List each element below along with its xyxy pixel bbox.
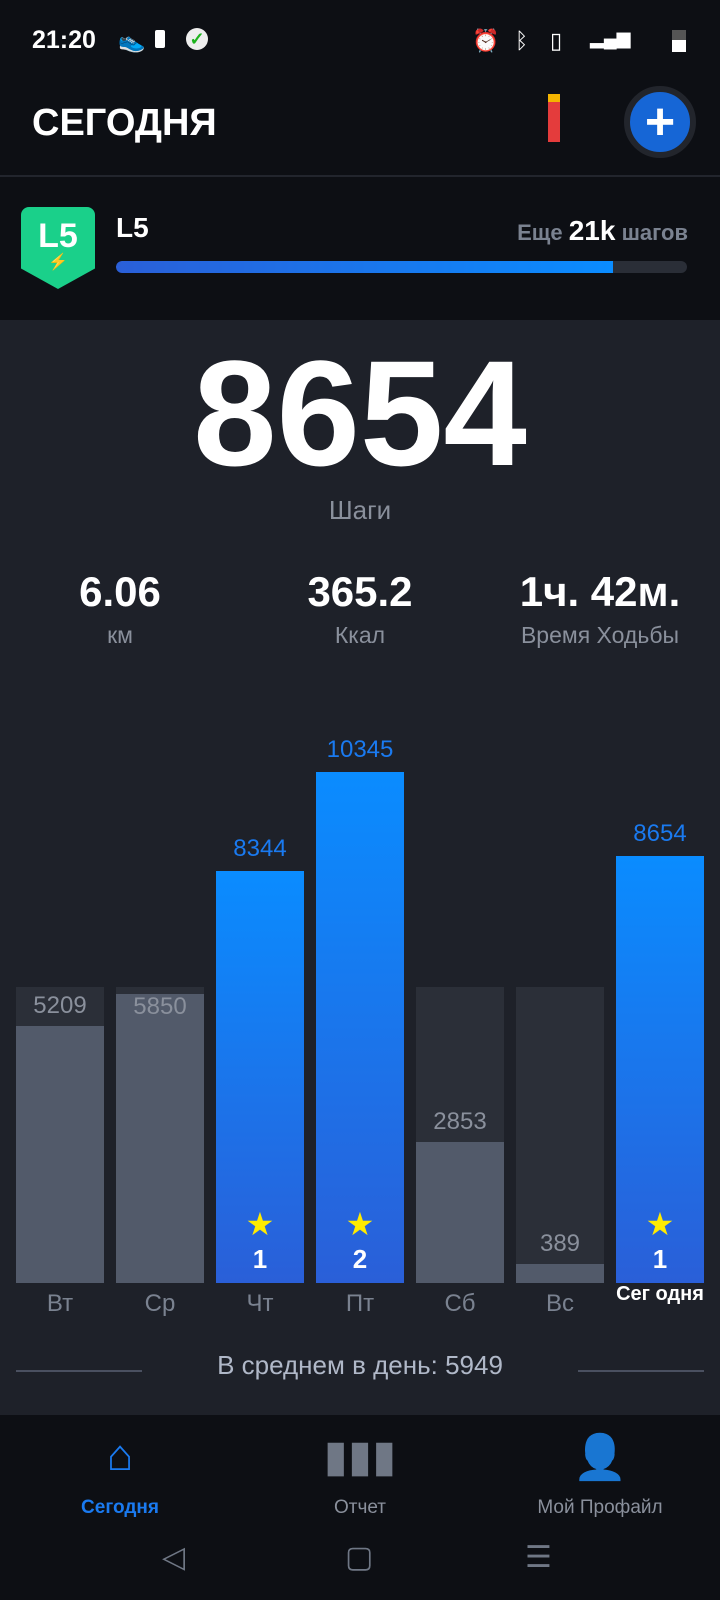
day-label: Вт [46,1290,74,1317]
badge-text: L5 [38,217,78,255]
divider-right [578,1370,704,1372]
bar-fill [16,1025,104,1283]
bar-5[interactable]: 389 [516,942,604,1283]
check-icon: ✓ [186,28,208,50]
stat-label: км [107,622,133,648]
bar-fill [116,994,204,1283]
bar-value-label: 8654 [633,819,687,847]
bottom-nav: ⌂ Сегодня ▮▮▮ Отчет 👤 Мой Профайл ◁ ▢ ☰ [0,1415,720,1600]
stat-distance: 6.06 км [0,568,240,649]
page-title: СЕГОДНЯ [32,102,217,144]
remaining-suffix: шагов [621,220,688,245]
star-icon: ★ [245,1206,275,1242]
level-badge-icon: L5 ⚡ [21,207,95,289]
bar-2[interactable]: 8344 ★ 1 [216,826,304,1283]
home-square-icon[interactable]: ▢ [345,1541,374,1574]
bar-value-label: 5850 [133,992,187,1020]
stat-value: 6.06 [79,568,161,615]
steps-notification-icon: 👟 [118,28,146,53]
bar-value-label: 2853 [433,1108,487,1136]
tab-profile[interactable]: 👤 Мой Профайл [480,1431,720,1519]
level-progress-bar [116,261,687,273]
steps-count: 8654 [193,329,527,497]
add-button[interactable]: + [624,86,696,158]
level-section[interactable]: L5 ⚡ L5 Еще 21k шагов [0,177,720,320]
tab-today[interactable]: ⌂ Сегодня [0,1431,240,1519]
star-count: 1 [252,1244,268,1274]
stat-value: 365.2 [307,568,413,615]
bar-fill [516,1263,604,1283]
day-label: Сег одня [616,1283,704,1305]
level-name: L5 [116,212,149,243]
bar-6[interactable]: 8654 ★ 1 [616,811,704,1283]
remaining-value: 21k [568,215,616,246]
home-icon: ⌂ [106,1431,134,1480]
bar-fill [316,771,404,1283]
bar-3[interactable]: 10345 ★ 2 [316,727,404,1283]
daily-average: В среднем в день: 5949 [217,1350,503,1380]
profile-icon: 👤 [572,1433,628,1482]
tab-report[interactable]: ▮▮▮ Отчет [240,1431,480,1519]
lte-signal-icon: ▂▄▆ [590,28,631,48]
stat-walk-time: 1ч. 42м. Время Ходьбы [480,568,720,649]
bar-value-label: 8344 [233,834,287,862]
day-label: Ср [144,1290,176,1317]
bar-fill [416,1142,504,1283]
battery-small-icon [155,30,165,48]
stat-value: 1ч. 42м. [519,568,681,615]
divider-left [16,1370,142,1372]
bar-4[interactable]: 2853 [416,942,504,1283]
level-progress-fill [116,261,613,273]
star-count: 1 [652,1244,668,1274]
day-label: Сб [444,1290,476,1317]
status-bar: 21:20 👟 ✓ ⏰ ᛒ ▯ ▂▄▆ [0,0,720,80]
streak-flame-icon[interactable] [548,94,560,142]
stat-label: Ккал [334,622,386,648]
back-icon[interactable]: ◁ [162,1541,186,1574]
status-time: 21:20 [32,26,96,54]
remaining-prefix: Еще [517,220,563,245]
star-count: 2 [352,1244,368,1274]
steps-label: Шаги [328,495,392,525]
bar-fill [616,855,704,1283]
bar-chart-icon: ▮▮▮ [323,1432,397,1481]
star-icon: ★ [645,1206,675,1242]
bar-goal-track [516,986,604,1283]
bar-1[interactable]: 5850 [116,942,204,1283]
bar-value-label: 389 [539,1229,581,1257]
alarm-icon: ⏰ [472,28,500,53]
tab-label: Отчет [333,1497,387,1518]
remaining-steps: Еще 21k шагов [517,215,688,247]
bar-value-label: 5209 [33,991,87,1019]
stat-calories: 365.2 Ккал [240,568,480,649]
vibrate-icon: ▯ [550,28,563,53]
day-label: Вс [545,1290,574,1317]
tab-label: Сегодня [81,1497,159,1518]
bar-0[interactable]: 5209 [16,942,104,1283]
app-header: СЕГОДНЯ + [0,80,720,177]
stat-label: Время Ходьбы [520,622,680,648]
day-label: Чт [246,1290,274,1317]
bluetooth-icon: ᛒ [515,28,529,53]
main-panel: 8654 Шаги 6.06 км 365.2 Ккал 1ч. 42м. Время… [0,320,720,1415]
tab-label: Мой Профайл [537,1497,663,1518]
day-label: Пт [345,1290,375,1317]
bar-value-label: 10345 [326,735,394,763]
battery-icon [672,30,686,52]
star-icon: ★ [345,1206,375,1242]
bar-fill [216,870,304,1283]
menu-icon[interactable]: ☰ [525,1541,552,1574]
